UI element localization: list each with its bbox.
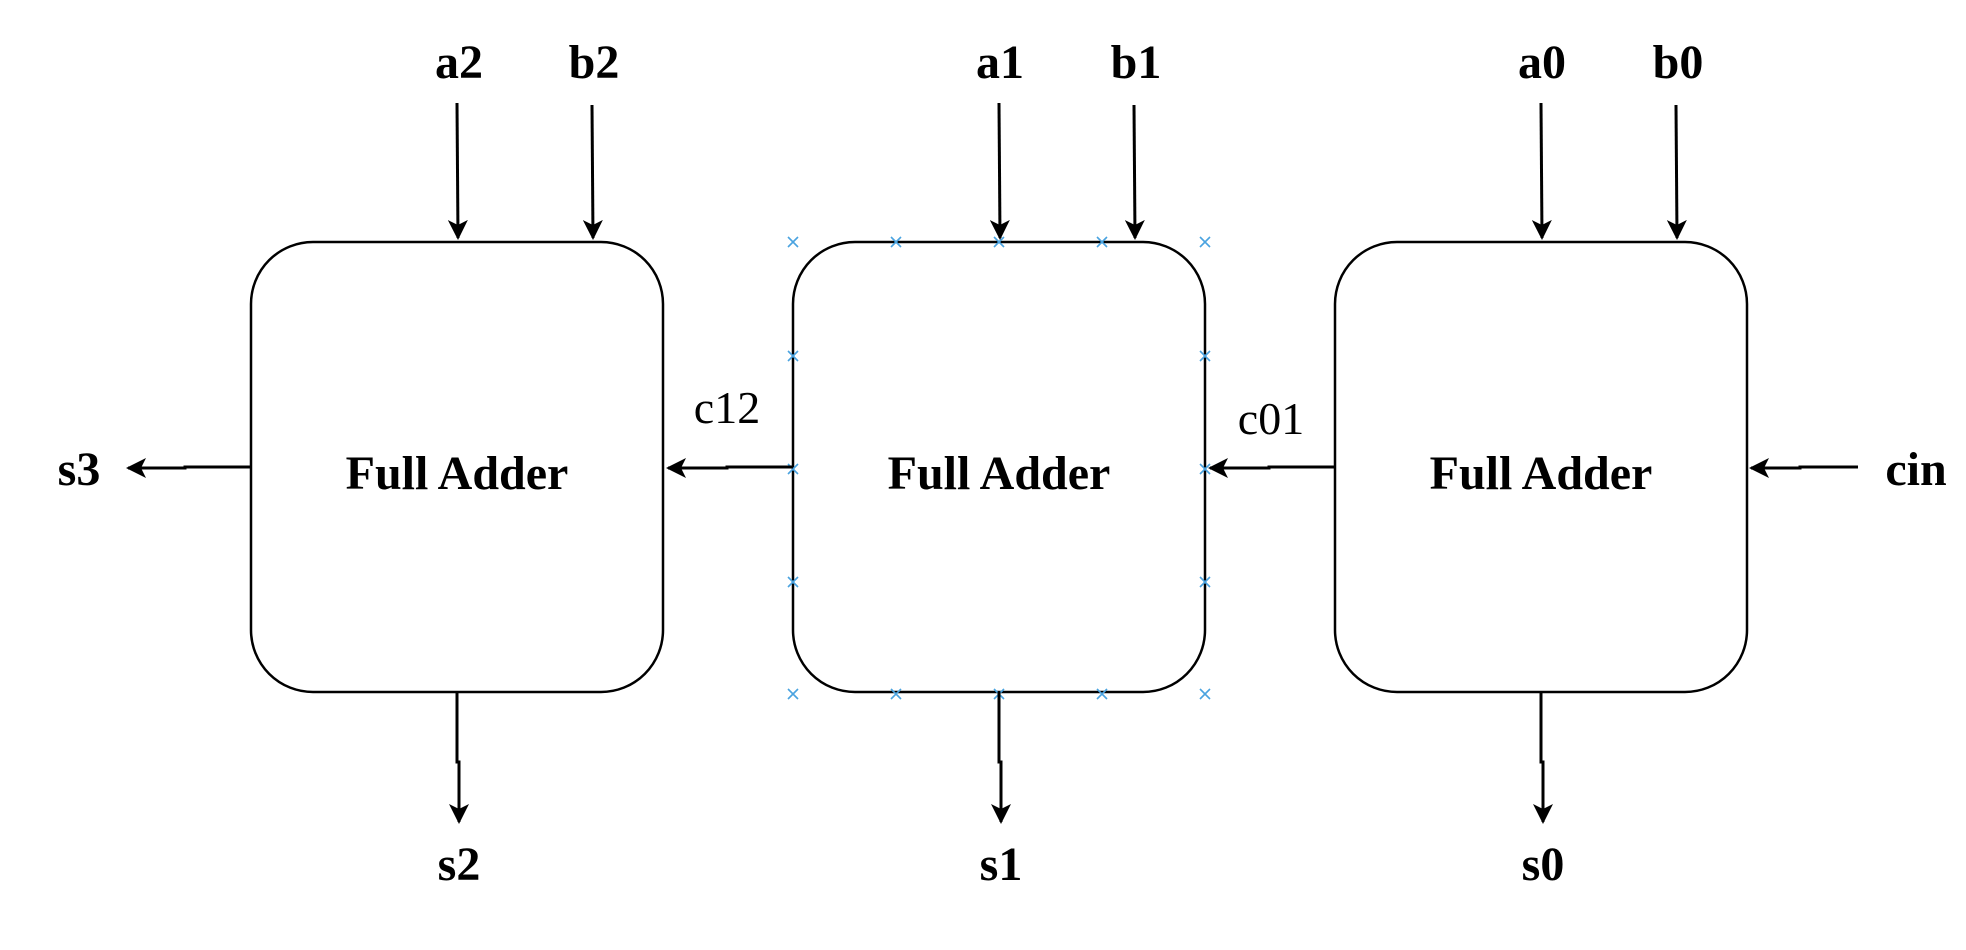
selection-handle[interactable] [890,688,902,700]
input-label-b0: b0 [1653,36,1704,89]
input-wire-a1[interactable] [989,102,1010,240]
full-adder-block-2[interactable]: Full Adder [249,240,665,694]
selection-handle[interactable] [1199,576,1211,588]
input-wire-b1[interactable] [1124,104,1145,240]
input-wire-a2[interactable] [447,102,468,240]
selection-handle[interactable] [1096,236,1108,248]
output-wire-s0[interactable] [1533,692,1553,824]
carry-out-wire-s3[interactable] [126,458,251,478]
output-wire-s1[interactable] [991,692,1011,824]
full-adder-label-0: Full Adder [1430,447,1653,500]
selection-handles[interactable] [787,236,1211,700]
input-wire-a0[interactable] [1531,102,1552,240]
output-wire-s2[interactable] [449,692,469,824]
output-label-s1: s1 [980,838,1023,891]
full-adder-label-1: Full Adder [888,447,1111,500]
carry-wire-c12[interactable] [666,458,793,478]
selection-handle[interactable] [1199,350,1211,362]
input-label-b2: b2 [569,36,620,89]
input-label-a1: a1 [976,36,1024,89]
input-label-cin: cin [1885,443,1946,496]
selection-handle[interactable] [1096,688,1108,700]
output-label-s3: s3 [58,443,101,496]
output-label-s0: s0 [1522,838,1565,891]
input-wire-b0[interactable] [1666,104,1687,240]
carry-label-c12: c12 [694,382,760,433]
carry-wire-c01[interactable] [1208,458,1335,478]
selection-handle[interactable] [890,236,902,248]
carry-in-wire-cin[interactable] [1749,458,1858,478]
input-label-a0: a0 [1518,36,1566,89]
selection-handle[interactable] [787,236,799,248]
selection-handle[interactable] [1199,236,1211,248]
selection-handle[interactable] [1199,688,1211,700]
input-label-a2: a2 [435,36,483,89]
selection-handle[interactable] [787,350,799,362]
output-label-s2: s2 [438,838,481,891]
selection-handle[interactable] [787,576,799,588]
carry-label-c01: c01 [1238,393,1304,444]
input-label-b1: b1 [1111,36,1162,89]
selection-handle[interactable] [787,688,799,700]
full-adder-label-2: Full Adder [346,447,569,500]
full-adder-block-1[interactable]: Full Adder [791,240,1207,694]
full-adder-block-0[interactable]: Full Adder [1333,240,1749,694]
input-wire-b2[interactable] [582,104,603,240]
